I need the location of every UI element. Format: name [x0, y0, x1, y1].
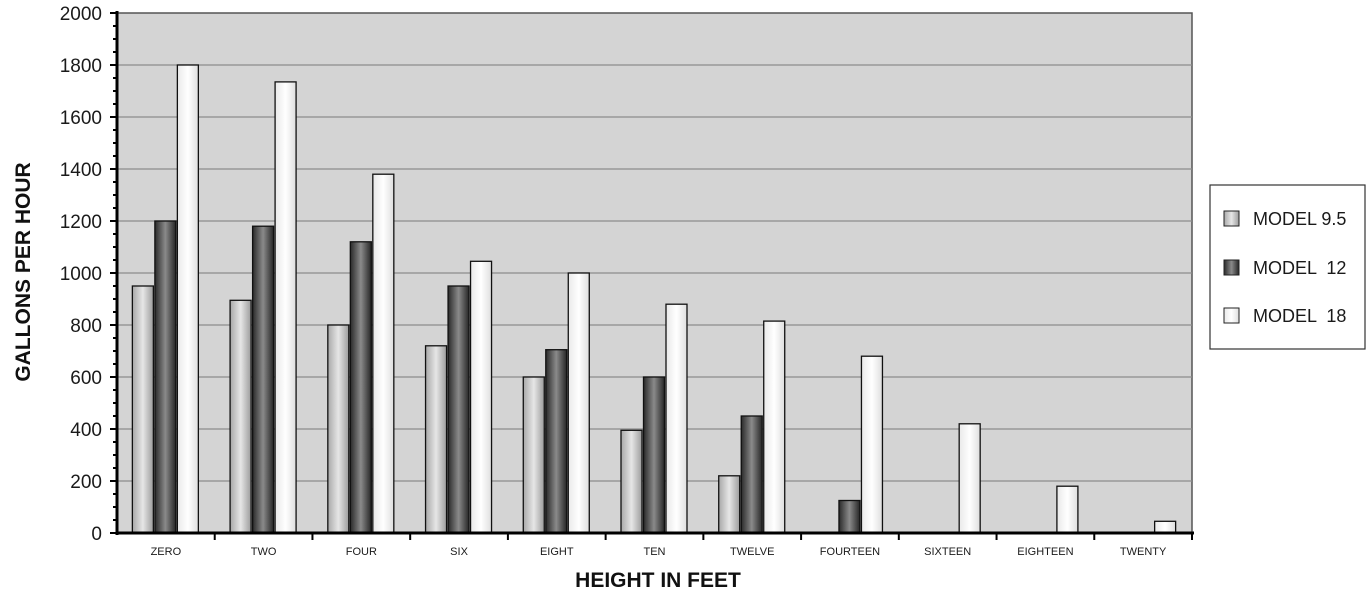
y-tick-label: 2000 — [60, 4, 102, 25]
y-tick-label: 600 — [70, 368, 102, 389]
bar-model-12-two — [251, 225, 275, 534]
y-tick-label: 1200 — [60, 212, 102, 233]
x-tick-label: TWENTY — [1120, 546, 1167, 558]
bar-model-18-two — [274, 81, 297, 534]
y-tick-label: 800 — [70, 316, 102, 337]
x-tick-label: FOURTEEN — [820, 546, 880, 558]
bar-model-12-ten — [642, 376, 666, 534]
bar-model-18-six — [469, 260, 493, 534]
bar-model-12-twelve — [740, 415, 763, 534]
bar-model-9-5-eight — [522, 376, 545, 534]
bar-model-12-zero — [154, 220, 177, 534]
bar-model-12-fourteen — [838, 499, 861, 534]
legend-label-model-9-5: MODEL 9.5 — [1253, 209, 1346, 229]
bars — [131, 64, 1177, 534]
bar-model-18-four — [372, 173, 395, 534]
bar-model-18-zero — [176, 64, 200, 534]
y-tick-label: 0 — [91, 524, 102, 545]
bar-model-9-5-two — [229, 299, 252, 534]
legend-label-model-18: MODEL 18 — [1253, 306, 1346, 326]
y-axis-title: GALLONS PER HOUR — [12, 162, 35, 381]
bar-model-18-twenty — [1153, 520, 1177, 534]
bar-model-12-four — [349, 241, 372, 534]
legend-swatch-model-12 — [1223, 259, 1240, 276]
x-tick-label: TEN — [644, 546, 666, 558]
y-tick-label: 400 — [70, 420, 102, 441]
bar-model-12-six — [447, 285, 470, 534]
bar-model-9-5-six — [424, 345, 448, 534]
bar-model-9-5-ten — [620, 429, 643, 534]
legend-swatch-model-9-5 — [1223, 210, 1240, 227]
bar-model-18-fourteen — [860, 355, 884, 534]
bar-model-18-eighteen — [1056, 485, 1079, 534]
bar-model-9-5-four — [327, 324, 350, 534]
y-tick-label: 1400 — [60, 160, 102, 181]
bar-model-9-5-zero — [131, 285, 155, 534]
x-tick-label: ZERO — [151, 546, 182, 558]
x-tick-label: EIGHT — [540, 546, 574, 558]
bar-model-18-twelve — [763, 320, 786, 534]
legend: MODEL 9.5 MODEL 12 MODEL 18 — [1209, 184, 1366, 350]
y-tick-label: 1600 — [60, 108, 102, 129]
legend-label-model-12: MODEL 12 — [1253, 258, 1346, 278]
y-tick-label: 1800 — [60, 56, 102, 77]
y-tick-label: 1000 — [60, 264, 102, 285]
axes: 0 200 400 600 800 1000 1200 1400 1600 1800 2000 ZER… — [60, 4, 1194, 558]
bar-model-18-ten — [665, 303, 688, 534]
x-tick-label: SIXTEEN — [924, 546, 971, 558]
bar-model-9-5-twelve — [718, 475, 741, 534]
bar-model-18-sixteen — [958, 423, 981, 534]
x-tick-label: EIGHTEEN — [1017, 546, 1073, 558]
x-axis-title: HEIGHT IN FEET — [575, 569, 741, 592]
bar-model-12-eight — [545, 349, 568, 534]
x-tick-label: TWO — [251, 546, 277, 558]
x-tick-label: TWELVE — [730, 546, 774, 558]
legend-swatch-model-18 — [1223, 307, 1240, 324]
x-tick-label: SIX — [450, 546, 468, 558]
bar-model-18-eight — [567, 272, 590, 534]
x-tick-label: FOUR — [346, 546, 377, 558]
y-tick-label: 200 — [70, 472, 102, 493]
